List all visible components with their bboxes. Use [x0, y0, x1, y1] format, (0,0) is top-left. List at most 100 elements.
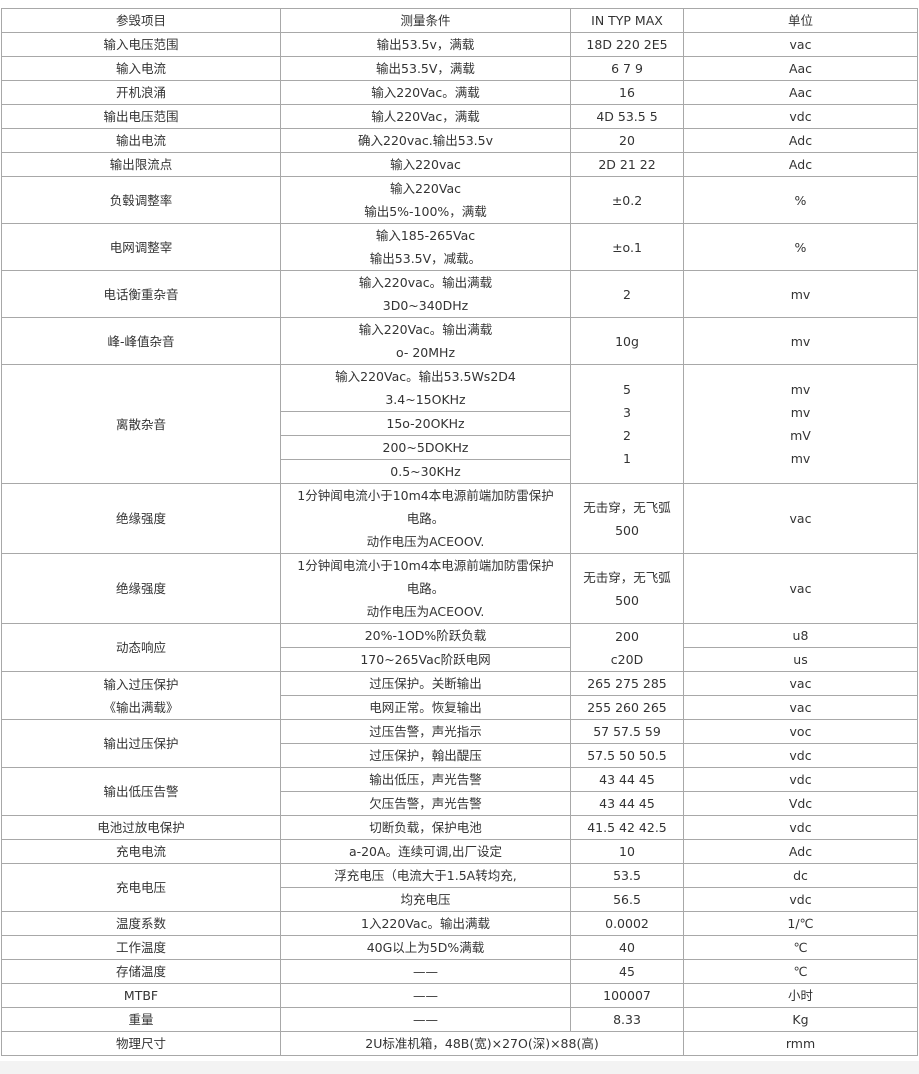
table-cell: 欠压告警，声光告警: [280, 791, 571, 816]
table-row: 存储温度 —— 45 ℃: [1, 959, 918, 984]
table-cell: ℃: [683, 935, 918, 960]
cell-text-line: %: [794, 239, 807, 255]
cell-text-line: 切断负载，保护电池: [369, 820, 482, 835]
table-cell: 输入220vac: [280, 152, 571, 177]
cell-text-line: 参毁项目: [115, 13, 166, 28]
table-row: 200~5DOKHz: [2, 435, 918, 460]
table-row: 峰-峰值杂音 输入220Vac。输出满载 o- 20MHz 10g mv: [1, 317, 918, 365]
cell-text-line: 电话衡重杂音: [103, 286, 179, 302]
table-cell: ±o.1: [570, 223, 684, 271]
table-cell: 输出过压保护: [1, 719, 281, 768]
cell-text-line: 2: [623, 286, 631, 302]
table-cell: 输入185-265Vac 输出53.5V，减载。: [280, 223, 571, 271]
table-row: 170~265Vac阶跃电网 us: [2, 647, 918, 672]
cell-text-line: 温度系数: [115, 916, 166, 931]
table-cell: 电网正常。恢复输出: [280, 695, 571, 720]
table-cell: 57.5 50 50.5: [570, 743, 684, 768]
table-cell: 输出低压，声光告警: [280, 767, 571, 792]
table-cell: 离散杂音: [1, 364, 281, 484]
page-footer-strip: [0, 1061, 919, 1074]
spec-table: 参毁项目 测量条件 IN TYP MAX 单位 输入电压范围 输出53.5v，满载 18D …: [1, 8, 918, 1056]
table-row: 输入电压范围 输出53.5v，满载 18D 220 2E5 vac: [1, 32, 918, 57]
cell-text-line: 动态响应: [115, 640, 166, 655]
cell-text-line: IN TYP MAX: [591, 13, 663, 28]
table-cell: 200 c20D: [570, 623, 684, 672]
table-cell: 16: [570, 80, 684, 105]
table-cell: %: [683, 223, 918, 271]
header-cell: 单位: [683, 8, 918, 33]
table-cell: 输出限流点: [1, 152, 281, 177]
cell-text-line: 浮充电压（电流大于1.5A转均充,: [334, 868, 517, 883]
cell-text-line: 工作温度: [115, 940, 166, 955]
cell-text-line: 欠压告警，声光告警: [369, 796, 482, 811]
table-cell: Kg: [683, 1007, 918, 1032]
cell-text-line: 43 44 45: [599, 772, 655, 787]
cell-text-line: Aac: [788, 85, 813, 100]
table-cell: 8.33: [570, 1007, 684, 1032]
table-cell: Adc: [683, 152, 918, 177]
cell-text-line: 40: [619, 940, 635, 955]
cell-text-line: 0.5~30KHz: [390, 464, 461, 479]
cell-text-line: 输入220vac: [390, 157, 461, 172]
cell-text-line: 200: [615, 628, 639, 644]
cell-text-line: o- 20MHz: [395, 345, 455, 360]
cell-text-line: %: [794, 192, 807, 208]
table-cell: 重量: [1, 1007, 281, 1032]
table-cell: 2U标准机箱，48B(宽)×27O(深)×88(高): [280, 1031, 684, 1056]
cell-text-line: mv: [790, 333, 811, 349]
table-cell: 1分钟闻电流小于10m4本电源前端加防雷保护 电路。 动作电压为ACEOOV.: [280, 553, 571, 624]
cell-text-line: dc: [793, 868, 808, 883]
cell-text-line: vac: [789, 700, 812, 715]
table-cell: 输入220vac。输出满载 3D0~340DHz: [280, 270, 571, 318]
table-cell: ℃: [683, 959, 918, 984]
header-cell: IN TYP MAX: [570, 8, 684, 33]
cell-text-line: vdc: [789, 109, 812, 124]
cell-text-line: 离散杂音: [115, 416, 166, 432]
cell-text-line: 4D 53.5 5: [596, 109, 658, 124]
cell-text-line: 10g: [615, 333, 639, 349]
cell-text-line: 45: [619, 964, 635, 979]
table-cell: us: [683, 647, 918, 672]
cell-text-line: rmm: [785, 1036, 816, 1051]
cell-text-line: 峰-峰值杂音: [107, 333, 175, 349]
cell-text-line: 1/℃: [787, 916, 814, 931]
cell-text-line: 2U标准机箱，48B(宽)×27O(深)×88(高): [365, 1036, 599, 1051]
cell-text-line: 5: [623, 382, 631, 397]
table-row: 电池过放电保护 切断负载，保护电池 41.5 42 42.5 vdc: [1, 815, 918, 840]
table-cell: a-20A。连续可调,出厂设定: [280, 839, 571, 864]
table-cell: 43 44 45: [570, 767, 684, 792]
table-cell: 过压保护，翰出醍压: [280, 743, 571, 768]
table-cell: ——: [280, 1007, 571, 1032]
cell-text-line: 存储温度: [115, 964, 166, 979]
table-cell: 工作温度: [1, 935, 281, 960]
table-cell: Vdc: [683, 791, 918, 816]
table-cell: 充电电压: [1, 863, 281, 912]
table-cell: 20: [570, 128, 684, 153]
table-cell: vac: [683, 483, 918, 554]
table-cell: vac: [683, 695, 918, 720]
table-cell: 输出低压告警: [1, 767, 281, 816]
table-cell: vdc: [683, 815, 918, 840]
table-cell: 过压保护。关断输出: [280, 671, 571, 696]
table-cell: 1分钟闻电流小于10m4本电源前端加防雷保护 电路。 动作电压为ACEOOV.: [280, 483, 571, 554]
cell-text-line: vac: [789, 37, 812, 52]
table-cell: 15o-20OKHz: [280, 411, 571, 436]
cell-text-line: 输出53.5V，减载。: [369, 251, 482, 266]
table-row: 15o-20OKHz: [2, 411, 918, 436]
table-row: 重量 —— 8.33 Kg: [1, 1007, 918, 1032]
cell-text-line: 265 275 285: [587, 676, 667, 691]
table-cell: 电网调整宰: [1, 223, 281, 271]
cell-text-line: 200~5DOKHz: [382, 440, 469, 455]
table-cell: 物理尺寸: [1, 1031, 281, 1056]
table-cell: 40: [570, 935, 684, 960]
cell-text-line: 255 260 265: [587, 700, 667, 715]
table-cell: 6 7 9: [570, 56, 684, 81]
table-cell: 输入220Vac。输出满载 o- 20MHz: [280, 317, 571, 365]
table-cell: vdc: [683, 887, 918, 912]
header-cell: 测量条件: [280, 8, 571, 33]
cell-text-line: 输出电流: [115, 133, 166, 148]
cell-text-line: 15o-20OKHz: [386, 416, 465, 431]
cell-text-line: 100007: [603, 988, 651, 1003]
table-row: 输出电压范围 输人220Vac，满载 4D 53.5 5 vdc: [1, 104, 918, 129]
spec-table-container: 参毁项目 测量条件 IN TYP MAX 单位 输入电压范围 输出53.5v，满载 18D …: [1, 8, 918, 1056]
